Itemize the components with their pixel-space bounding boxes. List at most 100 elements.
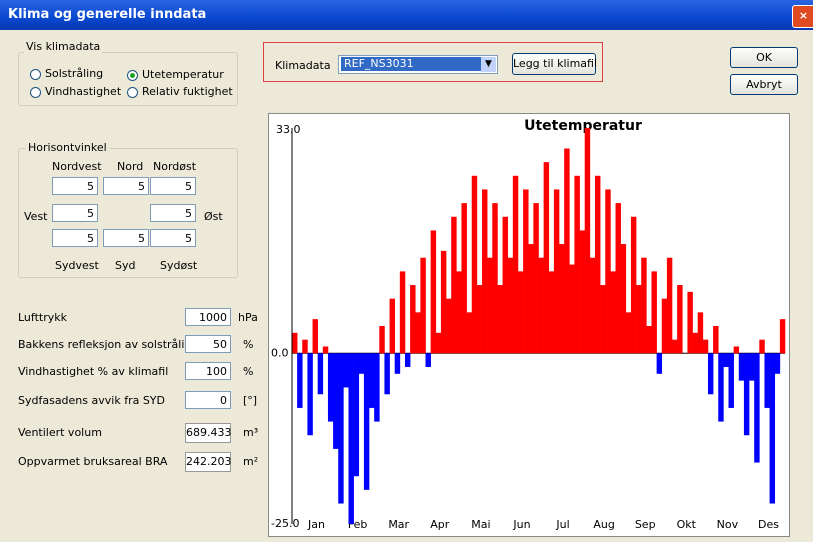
input[interactable]: 5: [103, 177, 149, 195]
combo-arrow[interactable]: ▼: [481, 57, 496, 72]
input[interactable]: 5: [150, 229, 196, 247]
temperature-spike: [538, 257, 544, 354]
temperature-spike: [528, 244, 534, 354]
unit: hPa: [238, 311, 258, 324]
temperature-spike: [677, 285, 683, 354]
ok-button[interactable]: OK: [730, 47, 798, 68]
temperature-spike: [672, 339, 678, 354]
temperature-spike: [630, 216, 637, 354]
temperature-spike: [728, 353, 734, 408]
input[interactable]: 242.203: [185, 452, 232, 472]
input[interactable]: 5: [150, 204, 196, 222]
temperature-spike: [749, 353, 755, 381]
temperature-spike: [348, 353, 354, 524]
combo-value: REF_NS3031: [341, 57, 483, 71]
group-box: [18, 148, 238, 278]
temperature-spike: [779, 319, 786, 354]
temperature-spike: [589, 257, 596, 354]
temperature-spike: [687, 291, 693, 354]
temperature-spike: [456, 271, 462, 354]
x-tick-label: Okt: [677, 518, 697, 531]
radio-button[interactable]: [30, 87, 41, 98]
cancel-button[interactable]: Avbryt: [730, 74, 798, 95]
label: Øst: [204, 210, 223, 223]
field-label: Oppvarmet bruksareal BRA: [18, 455, 168, 468]
y-tick-label: -25.0: [271, 517, 299, 530]
group-box: [18, 52, 238, 106]
input[interactable]: 100: [185, 362, 231, 380]
input[interactable]: 5: [52, 204, 98, 222]
temperature-spike: [435, 332, 442, 354]
radio-button[interactable]: [30, 69, 41, 80]
temperature-spike: [471, 175, 478, 354]
x-tick-label: Des: [758, 518, 779, 531]
temperature-spike: [338, 353, 344, 504]
input[interactable]: 5: [150, 177, 196, 195]
label: Sydøst: [160, 259, 198, 272]
group-label: Vis klimadata: [24, 40, 103, 53]
label: Nordvest: [52, 160, 102, 173]
label: Syd: [115, 259, 136, 272]
temperature-spike: [497, 285, 503, 354]
temperature-spike: [697, 312, 704, 354]
temperature-spike: [754, 353, 760, 463]
temperature-spike: [620, 244, 627, 354]
temperature-spike: [404, 353, 411, 367]
y-tick-label: 0.0: [271, 346, 289, 359]
temperature-spike: [410, 285, 416, 354]
x-tick-label: Sep: [635, 518, 656, 531]
temperature-spike: [507, 257, 514, 354]
combo-box[interactable]: REF_NS3031 ▼: [338, 55, 498, 74]
temperature-spike: [774, 353, 781, 374]
temperature-spike: [369, 353, 375, 408]
temperature-spike: [425, 353, 431, 367]
temperature-spike: [430, 230, 437, 354]
radio-button[interactable]: [127, 87, 138, 98]
x-tick-label: Aug: [593, 518, 614, 531]
temperature-spike: [363, 353, 370, 490]
radio-label: Solstråling: [45, 67, 104, 80]
x-tick-label: Jul: [555, 518, 569, 531]
temperature-spike: [543, 162, 550, 354]
temperature-spike: [743, 353, 750, 436]
temperature-spike: [353, 353, 360, 477]
temperature-spike: [666, 257, 673, 354]
temperature-spike: [594, 175, 601, 354]
temperature-spike: [482, 189, 488, 354]
temperature-spike: [569, 264, 575, 354]
temperature-spike: [307, 353, 313, 436]
input[interactable]: 1000: [185, 308, 231, 326]
temperature-spike: [733, 346, 740, 354]
temperature-spike: [723, 353, 729, 367]
temperature-spike: [718, 353, 724, 422]
input[interactable]: 689.433: [185, 423, 232, 443]
radio-label: Vindhastighet: [45, 85, 122, 98]
temperature-spike: [333, 353, 339, 449]
input[interactable]: 0: [185, 391, 231, 409]
close-button[interactable]: ×: [792, 5, 813, 28]
x-tick-label: Mai: [471, 518, 490, 531]
temperature-spike: [641, 257, 647, 354]
temperature-spike: [322, 346, 329, 354]
input[interactable]: 5: [52, 229, 98, 247]
button[interactable]: Legg til klimafil: [512, 53, 597, 75]
temperature-spike: [559, 244, 565, 354]
temperature-spike: [312, 319, 318, 354]
input[interactable]: 5: [103, 229, 149, 247]
temperature-spike: [759, 339, 765, 354]
temperature-spike: [523, 189, 529, 354]
temperature-spike: [358, 353, 365, 374]
radio-button[interactable]: [127, 70, 138, 81]
temperature-spike: [297, 353, 303, 408]
temperature-spike: [476, 285, 483, 354]
temperature-spike: [446, 298, 452, 354]
temperature-spike: [461, 203, 467, 354]
input[interactable]: 50: [185, 335, 231, 353]
input[interactable]: 5: [52, 177, 98, 195]
temperature-spike: [512, 175, 519, 354]
temperature-spike: [420, 257, 426, 354]
temperature-spike: [605, 189, 611, 354]
temperature-spike: [707, 353, 714, 395]
